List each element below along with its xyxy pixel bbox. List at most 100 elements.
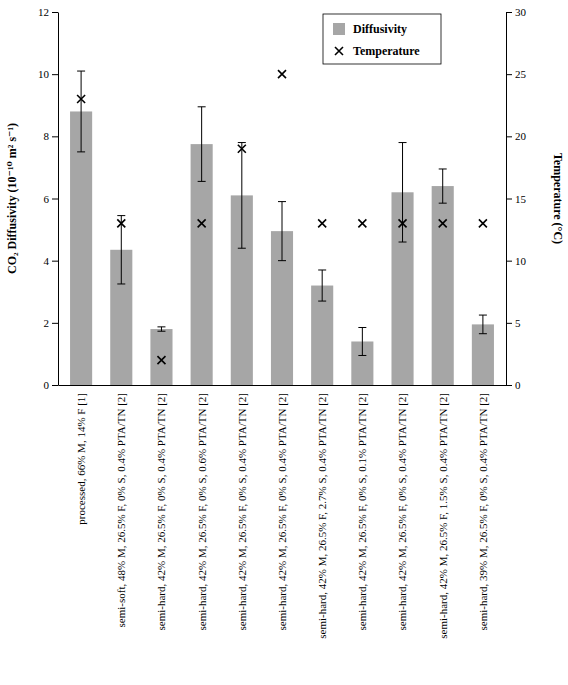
y2-tick: 10 <box>506 255 527 267</box>
error-bar <box>358 327 366 355</box>
error-bar <box>399 143 407 242</box>
y2-tick: 5 <box>506 317 521 329</box>
y2-axis-title: Temperature (°C) <box>551 153 565 244</box>
legend: Diffusivity Temperature <box>323 14 441 64</box>
y2-tick: 20 <box>506 130 527 142</box>
marks <box>70 70 494 385</box>
temperature-marker <box>238 145 246 153</box>
x-tick-label: semi-hard, 39% M, 26.5% F, 0% S, 0.4% PT… <box>477 393 489 630</box>
x-tick-label: semi-soft, 48% M, 26.5% F, 0% S, 0.4% PT… <box>115 393 127 627</box>
y-tick-label: 2 <box>44 317 50 329</box>
legend-label: Temperature <box>353 44 420 58</box>
temperature-marker <box>318 219 326 227</box>
x-tick: semi-hard, 42% M, 26.5% F, 1.5% S, 0.4% … <box>437 393 449 639</box>
x-tick: semi-hard, 39% M, 26.5% F, 0% S, 0.4% PT… <box>477 393 489 630</box>
temperature-marker <box>198 219 206 227</box>
error-bar <box>198 107 206 182</box>
x-tick: semi-hard, 42% M, 26.5% F, 0% S, 0.6% PT… <box>195 393 207 630</box>
error-bar <box>238 143 246 249</box>
x-tick: processed, 66% M, 14% F [1] <box>75 393 87 525</box>
y-tick-label: 4 <box>44 255 50 267</box>
plot-area: 0 2 4 6 8 10 12 0 5 10 15 20 25 30 processed, 66% M, 1… <box>38 6 527 639</box>
error-bar <box>439 169 447 203</box>
y-tick: 2 <box>44 317 59 329</box>
temperature-marker <box>77 95 85 103</box>
y-axis: 0 2 4 6 8 10 12 <box>38 6 59 391</box>
y2-tick-mark <box>506 261 512 262</box>
y2-tick: 30 <box>506 6 527 18</box>
y-tick-label: 6 <box>44 193 50 205</box>
y2-tick-mark <box>506 74 512 75</box>
x-axis-line <box>59 385 507 386</box>
y-tick-label: 12 <box>38 6 49 18</box>
y-tick-mark <box>52 12 58 13</box>
y2-tick-label: 15 <box>515 193 527 205</box>
bar <box>70 111 92 385</box>
y-tick-label: 8 <box>44 130 50 142</box>
x-tick: semi-hard, 42% M, 26.5% F, 0% S, 0.4% PT… <box>396 393 408 630</box>
y-tick-label: 10 <box>38 68 50 80</box>
x-tick-label: processed, 66% M, 14% F [1] <box>75 393 87 525</box>
y-tick-mark <box>52 385 58 386</box>
y2-tick-mark <box>506 385 512 386</box>
x-tick-label: semi-hard, 42% M, 26.5% F, 0% S, 0.1% PT… <box>356 393 368 630</box>
x-tick: semi-hard, 42% M, 26.5% F, 0% S, 0.4% PT… <box>276 393 288 630</box>
error-bar <box>157 327 165 331</box>
y2-tick-label: 5 <box>515 317 521 329</box>
x-tick-label: semi-hard, 42% M, 26.5% F, 0% S, 0.4% PT… <box>276 393 288 630</box>
temperature-marker <box>358 219 366 227</box>
y2-tick-label: 25 <box>515 68 527 80</box>
error-bar <box>318 270 326 301</box>
y2-axis: 0 5 10 15 20 25 30 <box>506 6 527 391</box>
temperature-marker <box>399 219 407 227</box>
error-bar <box>77 71 85 152</box>
y-tick: 6 <box>44 193 59 205</box>
bar <box>150 329 172 385</box>
temperature-marker <box>117 219 125 227</box>
y2-tick-label: 20 <box>515 130 527 142</box>
error-bar <box>278 202 286 261</box>
y-tick-mark <box>52 323 58 324</box>
y2-tick-mark <box>506 323 512 324</box>
temperature-marker <box>479 219 487 227</box>
y-tick: 0 <box>44 379 59 391</box>
y2-tick-label: 0 <box>515 379 521 391</box>
x-tick: semi-hard, 42% M, 26.5% F, 0% S, 0.4% PT… <box>155 393 167 630</box>
y-tick: 12 <box>38 6 58 18</box>
x-tick: semi-soft, 48% M, 26.5% F, 0% S, 0.4% PT… <box>115 393 127 627</box>
x-tick-label: semi-hard, 42% M, 26.5% F, 0% S, 0.4% PT… <box>396 393 408 630</box>
y2-tick: 15 <box>506 193 527 205</box>
y-tick-mark <box>52 199 58 200</box>
bar <box>432 186 454 385</box>
x-tick-label: semi-hard, 42% M, 26.5% F, 1.5% S, 0.4% … <box>437 393 449 639</box>
y-tick-label: 0 <box>44 379 50 391</box>
y2-tick-label: 10 <box>515 255 527 267</box>
y-tick-mark <box>52 136 58 137</box>
y-tick-mark <box>52 261 58 262</box>
x-tick-label: semi-hard, 42% M, 26.5% F, 0% S, 0.4% PT… <box>236 393 248 630</box>
temperature-marker <box>439 219 447 227</box>
y2-tick-mark <box>506 199 512 200</box>
chart-svg: 0 2 4 6 8 10 12 0 5 10 15 20 25 30 processed, 66% M, 1… <box>0 0 568 685</box>
temperature-marker <box>278 70 286 78</box>
legend-label: Diffusivity <box>353 22 407 36</box>
y2-tick-label: 30 <box>515 6 527 18</box>
y-axis-line <box>58 13 59 386</box>
legend-box <box>323 14 441 64</box>
x-tick-label: semi-hard, 42% M, 26.5% F, 0% S, 0.4% PT… <box>155 393 167 630</box>
temperature-marker <box>157 356 165 364</box>
y2-tick-mark <box>506 136 512 137</box>
error-bar <box>117 216 125 284</box>
y-tick: 10 <box>38 68 58 80</box>
x-tick: semi-hard, 42% M, 26.5% F, 0% S, 0.1% PT… <box>356 393 368 630</box>
x-tick: semi-hard, 42% M, 26.5% F, 2.7% S, 0.4% … <box>316 393 328 639</box>
y2-tick: 25 <box>506 68 527 80</box>
y2-tick-mark <box>506 12 512 13</box>
x-axis: processed, 66% M, 14% F [1] semi-soft, 48… <box>59 386 507 639</box>
y-tick-mark <box>52 74 58 75</box>
error-bar <box>479 315 487 334</box>
y-tick: 8 <box>44 130 59 142</box>
legend-marker <box>335 47 343 55</box>
legend-swatch <box>333 23 345 35</box>
x-tick-label: semi-hard, 42% M, 26.5% F, 2.7% S, 0.4% … <box>316 393 328 639</box>
